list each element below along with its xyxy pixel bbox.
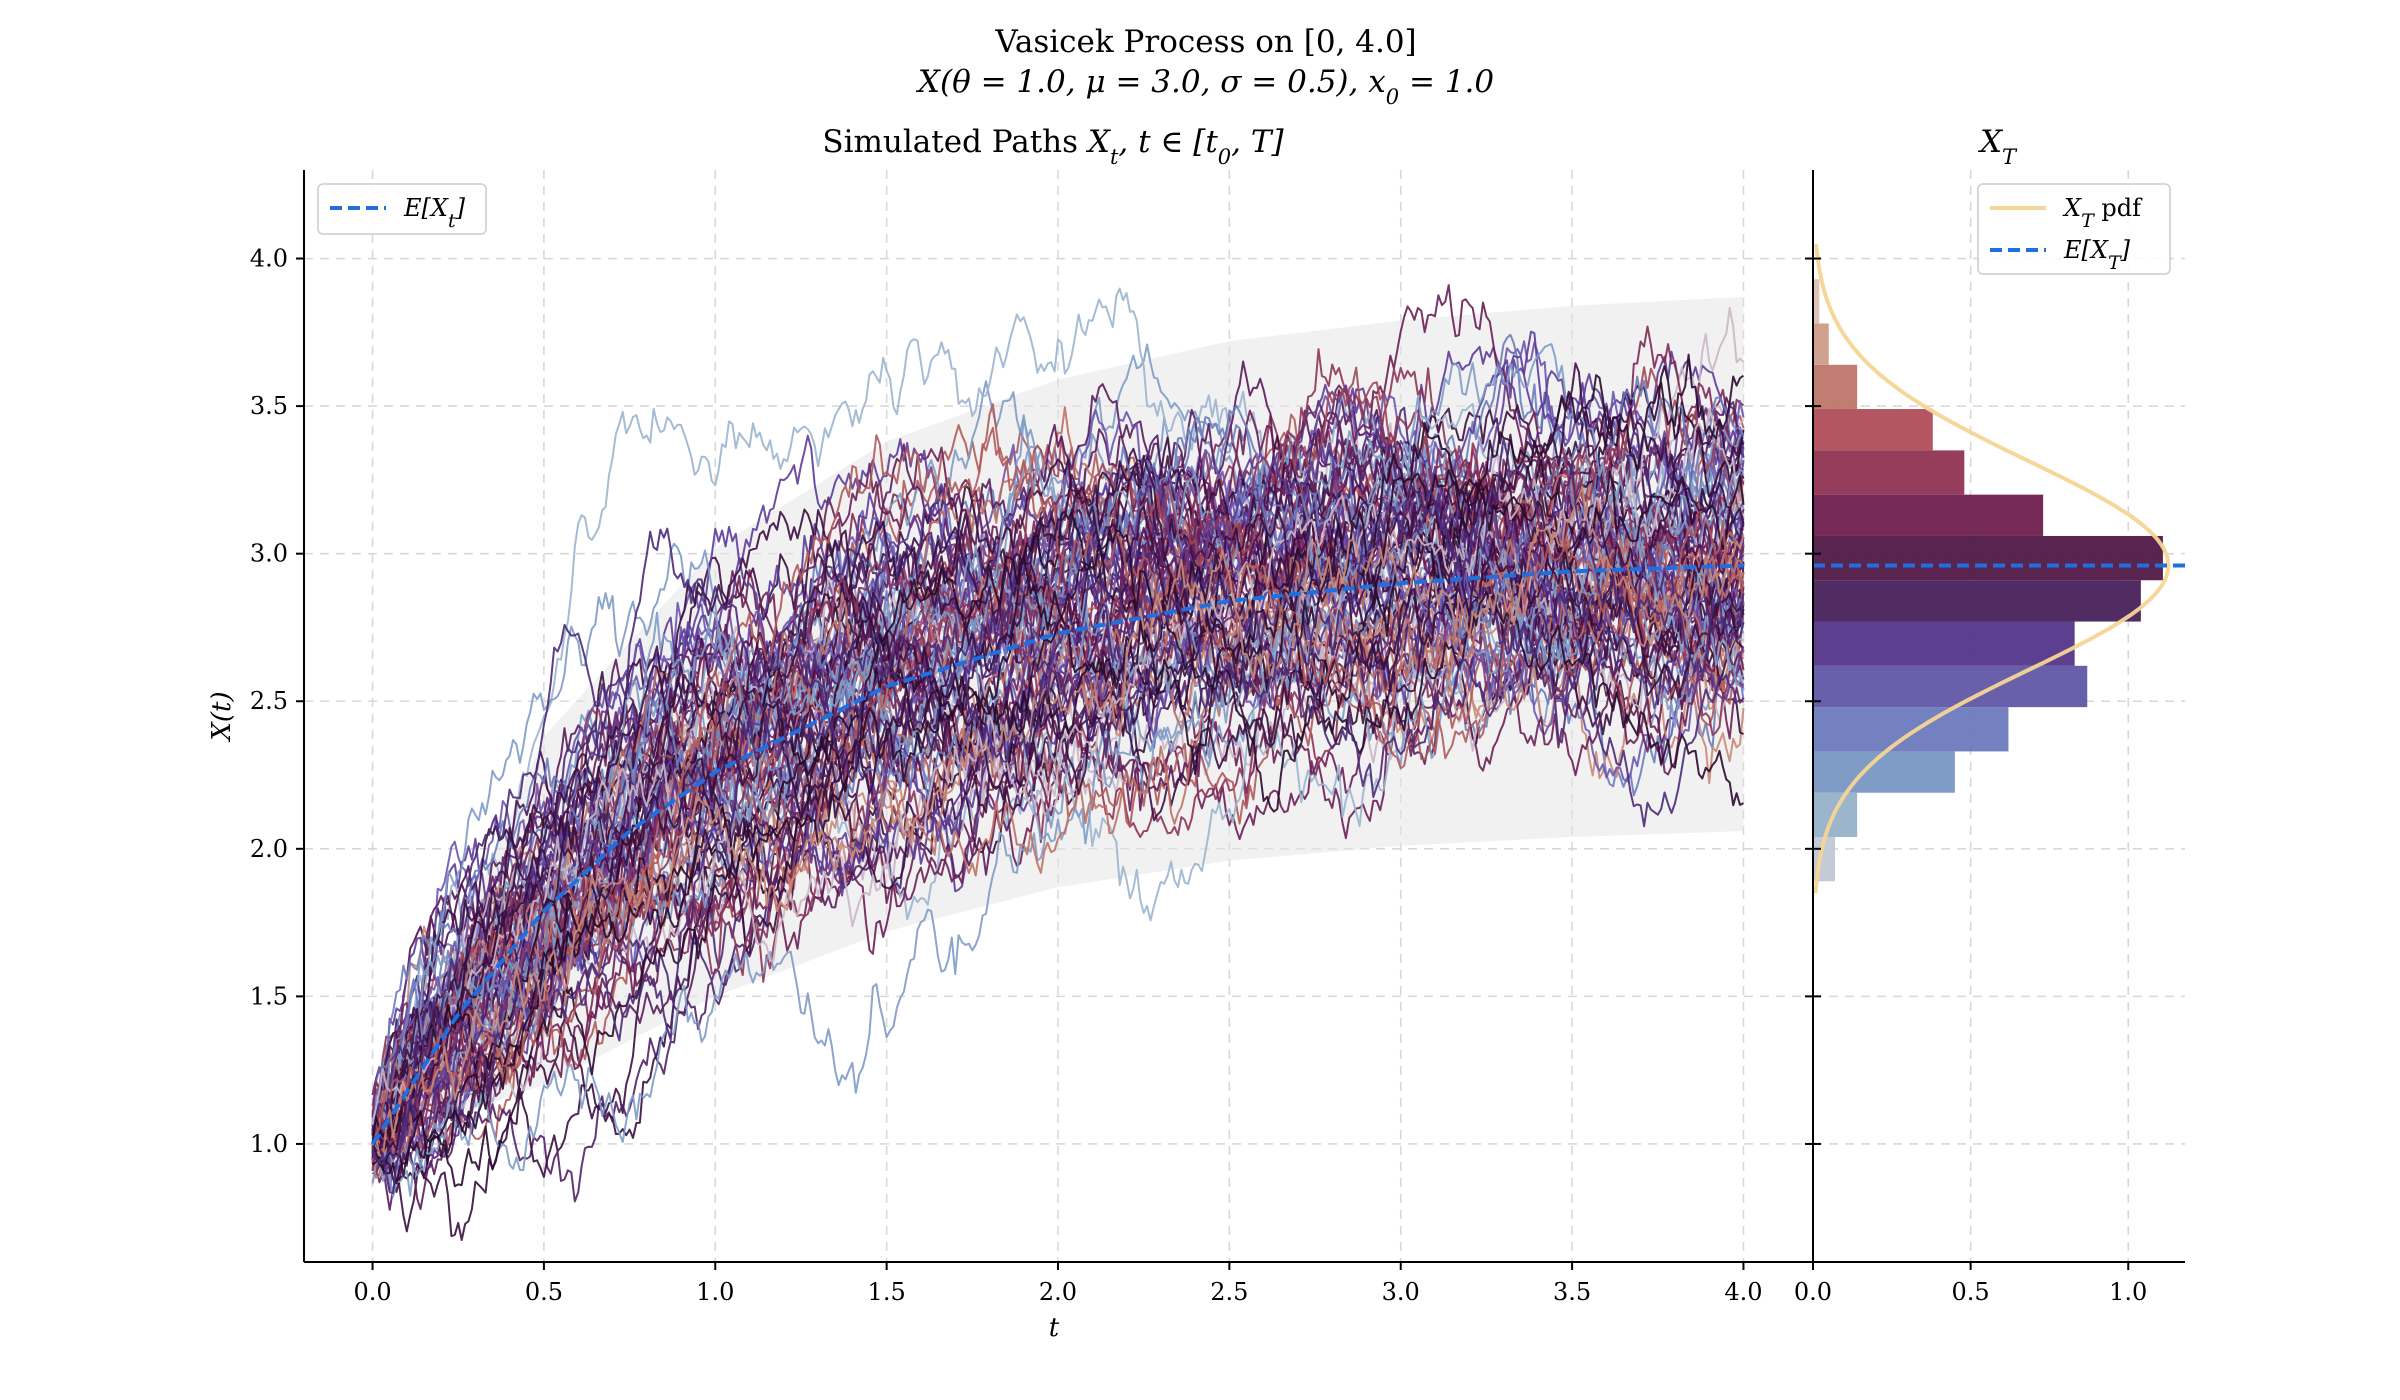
histogram-bar xyxy=(1813,279,1820,324)
y-tick-label: 2.0 xyxy=(250,835,288,863)
main-title-var: Xt, t ∈ [t0, T] xyxy=(1086,124,1285,169)
histogram-bar xyxy=(1813,364,1858,410)
simulated-path xyxy=(371,442,1745,1140)
main-legend-frame xyxy=(317,183,487,235)
x-tick-label: 3.5 xyxy=(1553,1278,1591,1306)
mean-path-group xyxy=(370,563,1744,1146)
simulated-path xyxy=(371,330,1745,1148)
hist-x-tick-label: 1.0 xyxy=(2109,1278,2147,1306)
simulated-path xyxy=(371,362,1745,1153)
hist-ticks: 0.0 0.5 1.0 xyxy=(1794,257,2147,1306)
simulated-path xyxy=(371,407,1745,1125)
histogram-bar xyxy=(1813,621,2075,666)
x-tick-label: 0.0 xyxy=(353,1278,391,1306)
main-ticks: 0.0 0.5 1.0 1.5 2.0 2.5 3.0 3.5 4.0 1.0 1.5 2.0 2.5 3… xyxy=(250,245,1763,1306)
simulated-path xyxy=(371,333,1745,1168)
x-axis-label: t xyxy=(1049,1313,1060,1343)
simulated-path xyxy=(371,639,1745,1160)
y-tick-label: 4.0 xyxy=(250,245,288,273)
x-tick-label: 4.0 xyxy=(1724,1278,1762,1306)
figure-title: Vasicek Process on [0, 4.0] xyxy=(994,24,1416,60)
simulated-path xyxy=(371,364,1745,1166)
pdf-curve xyxy=(1813,243,2171,894)
simulated-path xyxy=(371,375,1745,1121)
simulated-path xyxy=(371,403,1745,1148)
y-tick-label: 2.5 xyxy=(250,687,288,715)
y-tick-label: 1.5 xyxy=(250,982,288,1010)
y-tick-label: 3.5 xyxy=(250,392,288,420)
simulated-path xyxy=(371,437,1745,1194)
histogram-bar xyxy=(1813,665,2088,708)
subscript-zero: 0 xyxy=(1386,85,1399,109)
simulated-path xyxy=(371,485,1745,1159)
histogram-bar xyxy=(1813,580,2141,622)
y-tick-label: 3.0 xyxy=(250,540,288,568)
simulated-path xyxy=(371,465,1745,1143)
main-legend: E[Xt] xyxy=(317,183,487,235)
simulated-path xyxy=(371,552,1745,1165)
histogram-bar xyxy=(1813,535,2163,581)
simulated-path xyxy=(371,525,1745,1184)
figure-subtitle: X(θ = 1.0, μ = 3.0, σ = 0.5), x0 = 1.0 xyxy=(916,64,1494,109)
hist-axes xyxy=(1812,170,2185,1263)
simulated-path xyxy=(371,466,1745,1142)
mean-path xyxy=(370,563,1744,1146)
x-tick-label: 2.0 xyxy=(1039,1278,1077,1306)
figure-title-math: [0, 4.0] xyxy=(1304,24,1417,60)
histogram-bar xyxy=(1813,494,2044,536)
terminal-distribution-panel: XT 0.0 0.5 1.0 XT pdf E[XT] xyxy=(1794,124,2185,1306)
histogram-bars xyxy=(1813,279,2163,882)
simulated-path xyxy=(371,353,1745,1185)
x-tick-label: 2.5 xyxy=(1210,1278,1248,1306)
x-tick-label: 3.0 xyxy=(1382,1278,1420,1306)
x-tick-label: 1.0 xyxy=(696,1278,734,1306)
main-panel-title: Simulated Paths Xt, t ∈ [t0, T] xyxy=(822,124,1284,169)
histogram-bar xyxy=(1813,751,1955,793)
histogram-bar xyxy=(1813,409,1933,451)
hist-legend: XT pdf E[XT] xyxy=(1977,183,2171,275)
simulated-path xyxy=(372,467,1745,1104)
hist-panel-title: XT xyxy=(1978,124,2018,169)
simulated-path xyxy=(371,409,1745,1106)
hist-x-tick-label: 0.0 xyxy=(1794,1278,1832,1306)
x-tick-label: 1.5 xyxy=(868,1278,906,1306)
histogram-bar xyxy=(1813,707,2009,752)
pdf-group xyxy=(1813,243,2171,894)
simulated-paths xyxy=(371,284,1745,1241)
y-tick-label: 1.0 xyxy=(250,1130,288,1158)
x-tick-label: 0.5 xyxy=(525,1278,563,1306)
simulated-path xyxy=(371,433,1745,1159)
simulated-path xyxy=(371,540,1745,1139)
hist-x-tick-label: 0.5 xyxy=(1952,1278,1990,1306)
histogram-bar xyxy=(1813,323,1829,365)
simulated-paths-panel: Simulated Paths Xt, t ∈ [t0, T] 0.0 0.5 1.… xyxy=(207,124,1812,1343)
simulated-path xyxy=(371,418,1744,1166)
histogram-bar xyxy=(1813,450,1965,495)
y-axis-label: X(t) xyxy=(207,691,237,742)
figure-title-word: Vasicek Process on xyxy=(994,24,1303,60)
